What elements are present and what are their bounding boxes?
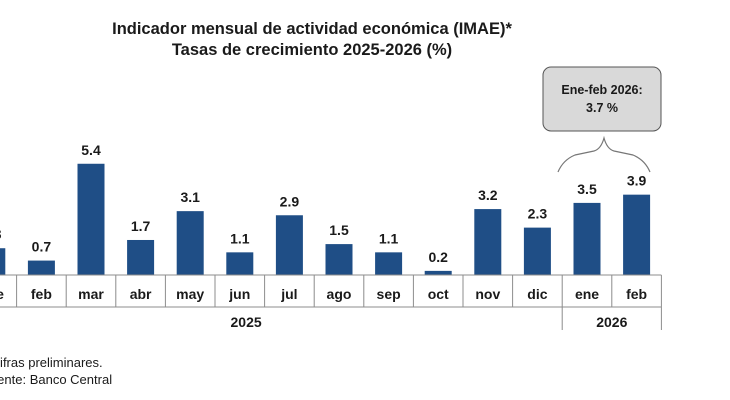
bar-2 — [77, 163, 105, 275]
footnote-preliminary: * Cifras preliminares. — [0, 355, 103, 370]
category-labels-group: ene feb mar abr may jun jul ago sep oct nov dic ene f… — [0, 286, 647, 302]
value-label-5: 1.1 — [230, 230, 250, 246]
category-label-7: ago — [327, 286, 352, 302]
year-label-1: 2026 — [596, 314, 627, 330]
category-label-5: jun — [228, 286, 250, 302]
bar-4 — [176, 211, 204, 275]
category-label-9: oct — [428, 286, 449, 302]
bar-6 — [275, 215, 303, 275]
category-label-4: may — [176, 286, 204, 302]
chart-title: Indicador mensual de actividad económica… — [112, 20, 512, 38]
value-labels-group: 1.3 0.7 5.4 1.7 3.1 1.1 2.9 1.5 1.1 0.2 3.2 2.3 3.5 3… — [0, 142, 647, 265]
footnote-source: Fuente: Banco Central — [0, 372, 113, 387]
callout-brace — [557, 135, 651, 173]
year-labels-group: 2025 2026 — [231, 307, 662, 330]
category-axis — [0, 274, 662, 308]
callout-line1: Ene-feb 2026: — [561, 83, 642, 97]
category-label-8: sep — [377, 286, 401, 302]
value-label-7: 1.5 — [329, 222, 349, 238]
chart-subtitle: Tasas de crecimiento 2025-2026 (%) — [172, 41, 452, 59]
category-label-6: jul — [280, 286, 297, 302]
callout-box — [542, 66, 662, 132]
bar-0 — [0, 248, 6, 275]
bar-5 — [226, 252, 254, 275]
callout: Ene-feb 2026: 3.7 % — [542, 66, 662, 173]
bar-7 — [325, 244, 353, 275]
value-label-11: 2.3 — [528, 206, 548, 222]
value-label-12: 3.5 — [577, 181, 597, 197]
bar-13 — [623, 194, 651, 275]
bar-9 — [424, 270, 452, 275]
bar-12 — [573, 202, 601, 275]
category-label-3: abr — [130, 286, 152, 302]
category-label-2: mar — [78, 286, 104, 302]
value-label-6: 2.9 — [280, 193, 300, 209]
value-label-10: 3.2 — [478, 187, 498, 203]
category-label-13: feb — [626, 286, 647, 302]
category-label-1: feb — [31, 286, 52, 302]
value-label-4: 3.1 — [180, 189, 200, 205]
value-label-0: 1.3 — [0, 226, 2, 242]
category-label-10: nov — [475, 286, 500, 302]
value-label-8: 1.1 — [379, 230, 399, 246]
bar-8 — [375, 252, 403, 275]
category-label-0: ene — [0, 286, 4, 302]
category-label-11: dic — [527, 286, 547, 302]
bars-group — [0, 163, 651, 275]
category-label-12: ene — [575, 286, 599, 302]
callout-line2: 3.7 % — [586, 101, 618, 115]
value-label-9: 0.2 — [428, 249, 448, 265]
bar-1 — [27, 260, 55, 275]
bar-11 — [523, 227, 551, 275]
value-label-13: 3.9 — [627, 173, 647, 189]
year-label-0: 2025 — [231, 314, 262, 330]
value-label-1: 0.7 — [32, 239, 52, 255]
value-label-3: 1.7 — [131, 218, 151, 234]
bar-10 — [474, 209, 502, 275]
bar-3 — [127, 239, 155, 275]
value-label-2: 5.4 — [81, 142, 101, 158]
